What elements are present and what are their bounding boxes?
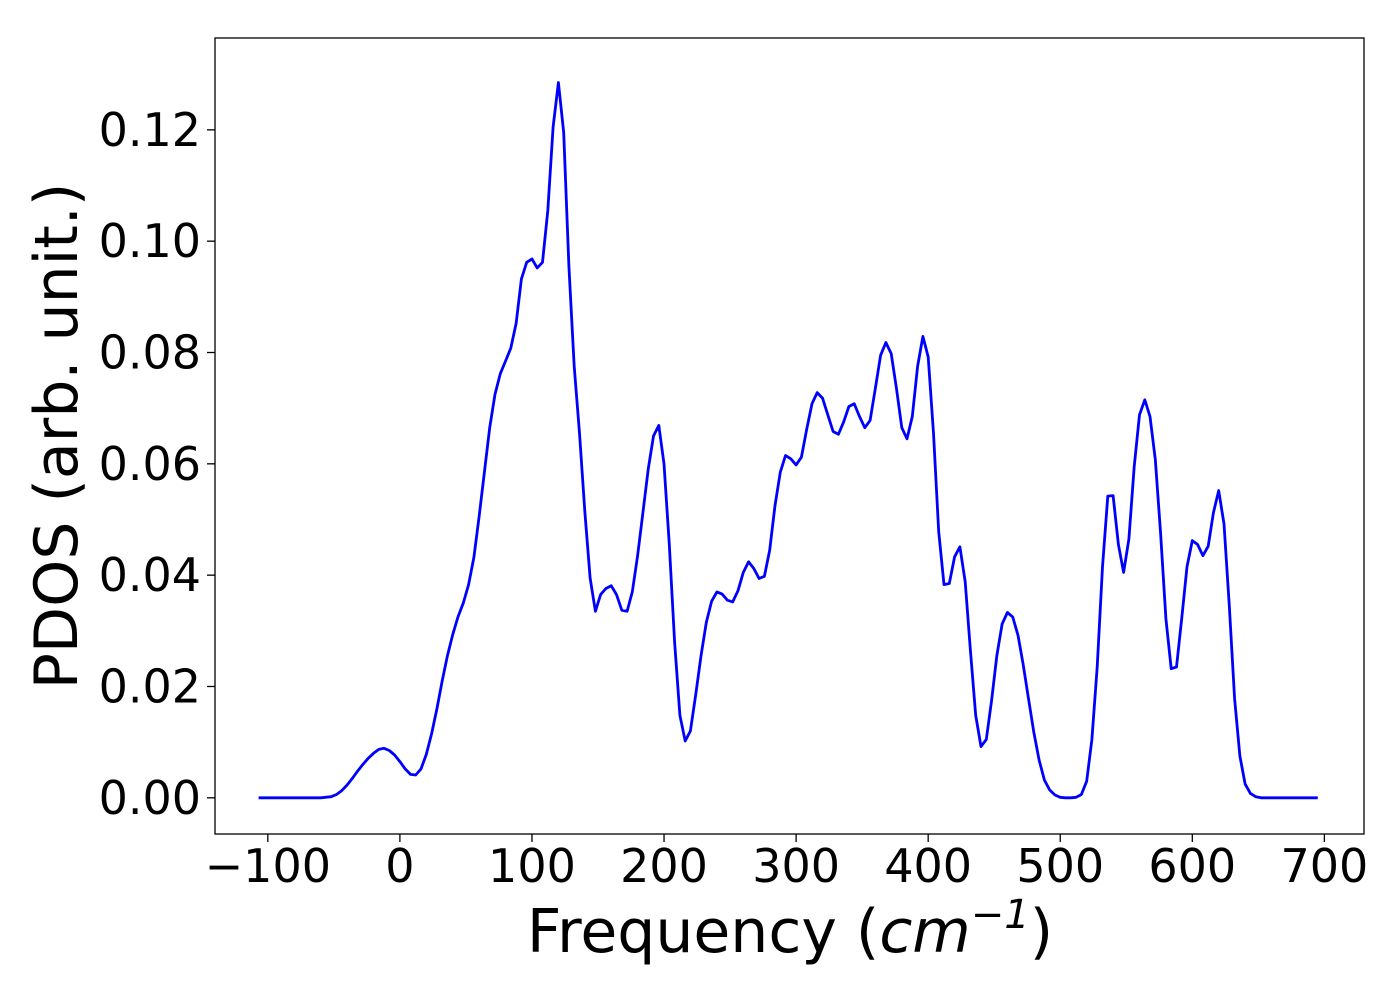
x-tick-label: 300 xyxy=(752,839,840,893)
plot-area xyxy=(215,38,1364,834)
x-tick-label: 700 xyxy=(1280,839,1368,893)
x-tick-label: 400 xyxy=(884,839,972,893)
x-tick-label: 500 xyxy=(1016,839,1104,893)
y-axis: 0.00 0.02 0.04 0.06 0.08 0.10 0.12 xyxy=(99,103,215,825)
x-axis: −100 0 100 200 300 400 500 600 700 xyxy=(205,834,1368,893)
y-tick-label: 0.08 xyxy=(99,326,201,380)
series-layer xyxy=(258,81,1318,800)
y-tick-label: 0.00 xyxy=(99,771,201,825)
pdos-line xyxy=(258,81,1318,800)
y-axis-title: PDOS (arb. unit.) xyxy=(22,183,92,690)
plot-frame xyxy=(214,37,1365,835)
x-tick-label: −100 xyxy=(205,839,331,893)
x-axis-unit-exp: −1 xyxy=(971,892,1030,938)
y-tick-label: 0.06 xyxy=(99,437,201,491)
x-axis-unit-base: cm xyxy=(879,897,970,967)
y-tick-label: 0.10 xyxy=(99,214,201,268)
x-axis-title-text: Frequency xyxy=(527,897,837,967)
x-axis-title: Frequency (cm−1) xyxy=(527,892,1053,967)
y-tick-label: 0.12 xyxy=(99,103,201,157)
x-tick-label: 100 xyxy=(488,839,576,893)
x-tick-label: 200 xyxy=(620,839,708,893)
y-tick-label: 0.04 xyxy=(99,548,201,602)
y-tick-label: 0.02 xyxy=(99,659,201,713)
x-tick-label: 600 xyxy=(1148,839,1236,893)
x-tick-label: 0 xyxy=(385,839,414,893)
